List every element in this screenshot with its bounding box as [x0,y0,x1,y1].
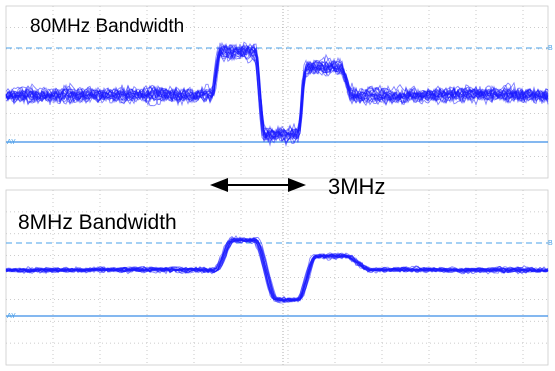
marker-label: AY [7,313,16,320]
annotation-label: 3MHz [328,174,385,199]
marker-label: AY [7,139,16,146]
marker-label: B [548,45,553,52]
panel-label: 8MHz Bandwidth [18,211,177,234]
page: B AY B AY 80MHz Bandwidth 8MHz Bandwidth… [0,0,555,371]
panel-label: 80MHz Bandwidth [30,16,184,37]
marker-label: B [548,240,553,247]
scope-screen: B AY B AY 80MHz Bandwidth 8MHz Bandwidth… [0,0,555,371]
